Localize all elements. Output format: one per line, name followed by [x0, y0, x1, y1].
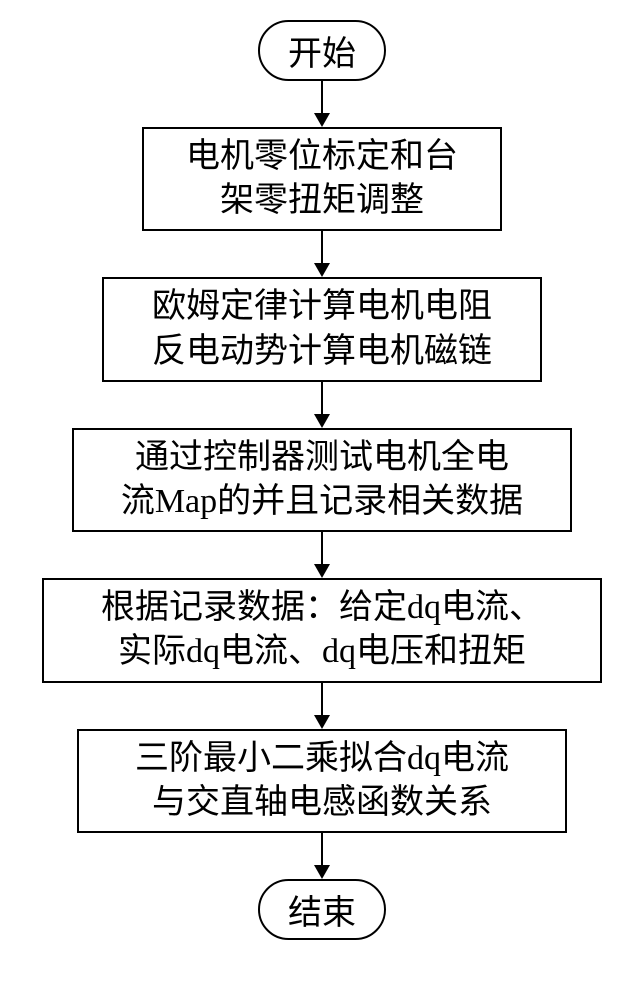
process-step-3: 通过控制器测试电机全电 流Map的并且记录相关数据 — [72, 428, 572, 532]
arrow-head-icon — [314, 715, 330, 729]
arrow-line — [321, 382, 323, 414]
end-terminal: 结束 — [258, 879, 386, 940]
arrow-1 — [314, 231, 330, 277]
step3-line2: 流Map的并且记录相关数据 — [121, 483, 523, 520]
flowchart-container: 开始 电机零位标定和台 架零扭矩调整 欧姆定律计算电机电阻 反电动势计算电机磁链… — [0, 0, 644, 940]
arrow-4 — [314, 683, 330, 729]
arrow-head-icon — [314, 113, 330, 127]
process-step-1: 电机零位标定和台 架零扭矩调整 — [142, 127, 502, 231]
arrow-line — [321, 532, 323, 564]
arrow-head-icon — [314, 865, 330, 879]
arrow-head-icon — [314, 263, 330, 277]
arrow-line — [321, 81, 323, 113]
process-step-2: 欧姆定律计算电机电阻 反电动势计算电机磁链 — [102, 277, 542, 381]
step5-line1: 三阶最小二乘拟合dq电流 — [135, 740, 509, 777]
step4-line2: 实际dq电流、dq电压和扭矩 — [118, 633, 526, 670]
arrow-5 — [314, 833, 330, 879]
arrow-2 — [314, 382, 330, 428]
start-label: 开始 — [288, 36, 356, 73]
step3-line1: 通过控制器测试电机全电 — [135, 439, 509, 476]
arrow-line — [321, 833, 323, 865]
step2-line2: 反电动势计算电机磁链 — [152, 333, 492, 370]
process-step-5: 三阶最小二乘拟合dq电流 与交直轴电感函数关系 — [77, 729, 567, 833]
start-terminal: 开始 — [258, 20, 386, 81]
step1-line2: 架零扭矩调整 — [220, 182, 424, 219]
arrow-3 — [314, 532, 330, 578]
step4-line1: 根据记录数据：给定dq电流、 — [101, 589, 543, 626]
step2-line1: 欧姆定律计算电机电阻 — [152, 288, 492, 325]
step5-line2: 与交直轴电感函数关系 — [152, 784, 492, 821]
process-step-4: 根据记录数据：给定dq电流、 实际dq电流、dq电压和扭矩 — [42, 578, 602, 682]
arrow-line — [321, 231, 323, 263]
arrow-head-icon — [314, 564, 330, 578]
arrow-head-icon — [314, 414, 330, 428]
arrow-line — [321, 683, 323, 715]
end-label: 结束 — [288, 895, 356, 932]
step1-line1: 电机零位标定和台 — [186, 138, 458, 175]
arrow-0 — [314, 81, 330, 127]
